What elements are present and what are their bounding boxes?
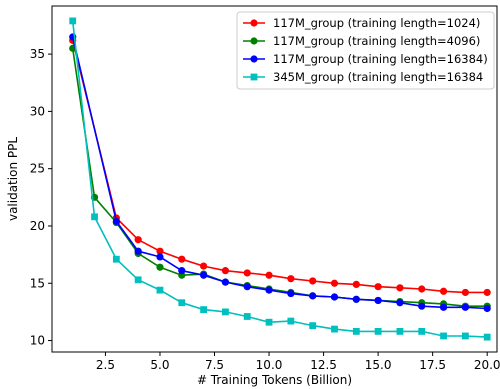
data-point	[91, 213, 98, 221]
y-tick-label: 10	[30, 334, 45, 348]
legend-marker	[250, 73, 258, 81]
data-point	[200, 271, 208, 279]
data-point	[134, 236, 142, 244]
data-point	[178, 255, 186, 263]
plot-frame	[51, 5, 498, 353]
data-point	[483, 304, 491, 313]
legend-box	[236, 11, 495, 90]
y-tick-label: 15	[30, 276, 45, 290]
data-point	[69, 17, 77, 25]
x-tick-label: 10.0	[256, 358, 283, 372]
legend-marker	[250, 55, 258, 63]
data-point	[265, 318, 273, 326]
y-tick-label: 25	[30, 162, 45, 176]
data-point	[483, 288, 491, 297]
series-line	[71, 20, 488, 338]
data-point	[200, 262, 208, 270]
data-point	[265, 271, 273, 279]
legend-item: 117M_group (training length=1024)	[243, 16, 480, 30]
legend-item: 117M_group (training length=4096)	[243, 34, 480, 48]
data-point	[461, 288, 469, 297]
y-tick-label: 35	[30, 47, 45, 61]
data-point	[221, 278, 230, 286]
data-point	[330, 279, 339, 287]
y-tick-label: 20	[30, 219, 45, 233]
data-point	[396, 299, 404, 307]
data-point	[396, 284, 404, 292]
data-point	[134, 247, 142, 255]
data-point	[156, 247, 164, 255]
x-tick-label: 12.5	[310, 358, 337, 372]
data-point	[483, 333, 491, 341]
x-tick-label: 15.0	[365, 358, 392, 372]
y-tick-label: 30	[30, 104, 45, 118]
data-point	[418, 285, 426, 293]
series-1	[69, 36, 491, 297]
legend-item: 345M_group (training length=16384	[243, 70, 483, 84]
data-point	[331, 325, 338, 333]
data-point	[222, 308, 229, 316]
data-point	[352, 280, 360, 289]
data-point	[309, 322, 317, 330]
data-point	[178, 267, 186, 275]
data-point	[112, 217, 120, 225]
data-point	[265, 286, 273, 294]
data-point	[156, 253, 164, 261]
data-point	[200, 306, 208, 314]
data-point	[156, 263, 164, 271]
data-point	[352, 327, 360, 335]
data-point	[439, 303, 448, 311]
legend-label: 117M_group (training length=16384)	[273, 52, 488, 66]
series-layer	[69, 17, 491, 341]
data-point	[439, 287, 448, 295]
data-point	[396, 327, 404, 335]
data-point	[374, 327, 382, 335]
x-tick-label: 20.0	[474, 358, 500, 372]
x-tick-label: 5.0	[150, 358, 169, 372]
data-point	[221, 267, 230, 275]
x-tick-label: 7.5	[205, 358, 224, 372]
data-point	[309, 292, 317, 300]
series-3	[69, 33, 491, 313]
y-axis-label: validation PPL	[6, 137, 20, 221]
data-point	[178, 299, 186, 307]
legend-marker	[250, 37, 258, 45]
data-point	[330, 293, 339, 301]
data-point	[243, 283, 251, 291]
legend-marker	[250, 19, 258, 27]
x-axis-label: # Training Tokens (Billion)	[197, 373, 352, 387]
x-tick-label: 2.5	[96, 358, 115, 372]
legend-label: 117M_group (training length=1024)	[273, 16, 480, 30]
data-point	[309, 277, 317, 285]
data-point	[461, 332, 469, 340]
data-point	[134, 276, 142, 284]
data-point	[374, 296, 382, 305]
data-point	[243, 269, 251, 277]
data-point	[374, 283, 382, 291]
data-point	[112, 255, 120, 263]
data-point	[352, 295, 360, 303]
y-axis: 10 15 20 25 30 35	[30, 47, 52, 348]
legend-item: 117M_group (training length=16384)	[243, 52, 488, 66]
series-line	[71, 48, 488, 308]
legend-label: 345M_group (training length=16384	[273, 70, 483, 84]
data-point	[440, 332, 447, 340]
data-point	[156, 286, 164, 294]
legend-label: 117M_group (training length=4096)	[273, 34, 480, 48]
data-point	[243, 313, 251, 320]
x-tick-label: 17.5	[419, 358, 446, 372]
legend: 117M_group (training length=1024) 117M_gr…	[236, 11, 495, 90]
data-point	[461, 303, 469, 311]
series-4	[69, 17, 491, 341]
data-point	[418, 327, 426, 335]
data-point	[287, 275, 295, 283]
data-point	[287, 317, 295, 325]
data-point	[287, 289, 295, 298]
data-point	[418, 302, 426, 310]
x-axis: 2.5 5.0 7.5 10.0 12.5 15.0 17.5 20.0	[96, 352, 500, 372]
